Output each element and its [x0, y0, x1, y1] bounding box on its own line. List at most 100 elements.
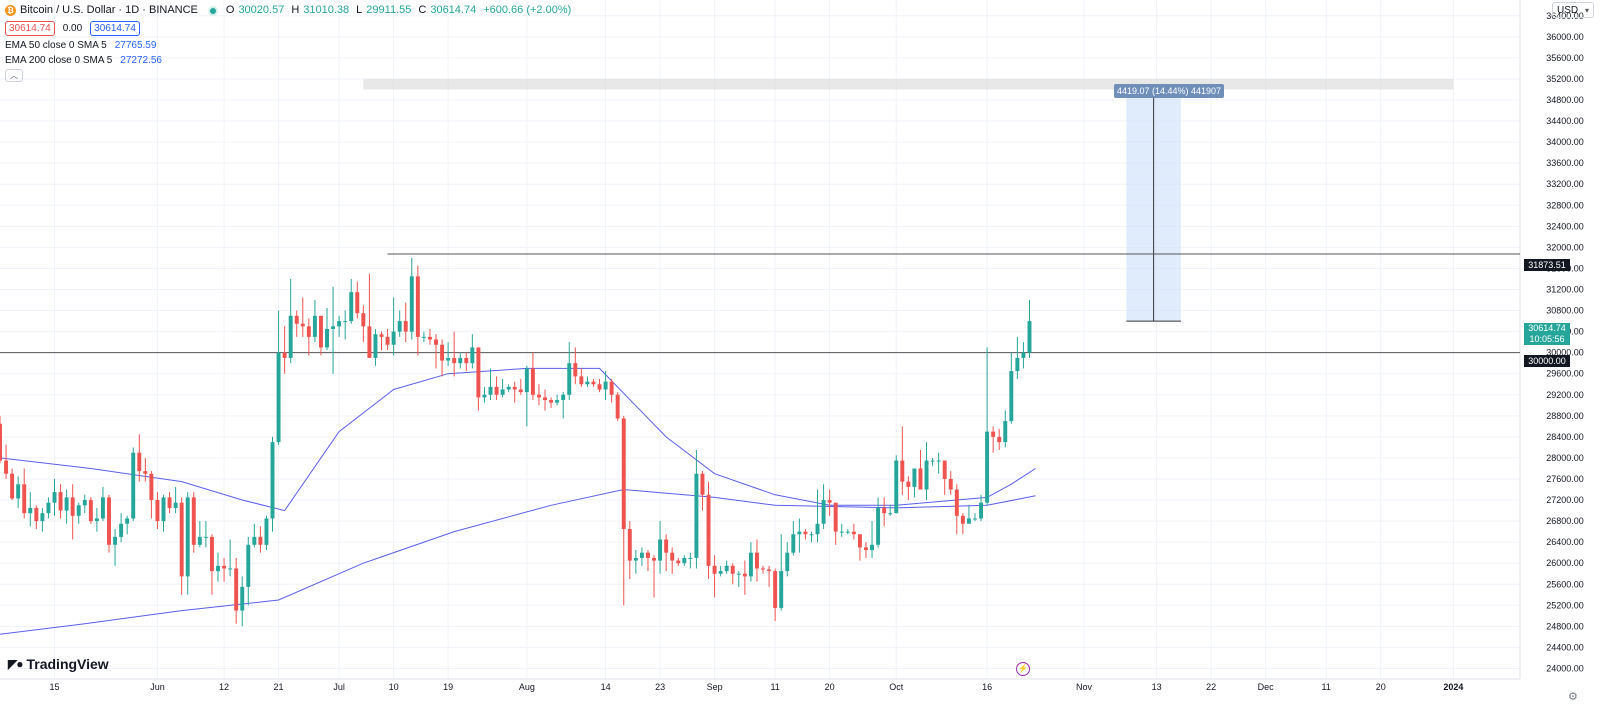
candle-body	[633, 557, 638, 561]
candle-body	[234, 568, 239, 611]
candle-body	[4, 460, 9, 474]
candle-body	[742, 573, 747, 577]
candle-body	[270, 442, 275, 519]
y-tick-label: 25200.00	[1546, 600, 1584, 610]
candle-body	[306, 326, 311, 337]
x-tick-label: Nov	[1076, 682, 1093, 692]
candle-body	[767, 569, 772, 572]
candle-body	[361, 313, 366, 327]
candle-body	[670, 552, 675, 561]
x-tick-label: 14	[601, 682, 611, 692]
indicator-label: EMA 200 close 0 SMA 5	[5, 55, 113, 66]
chevron-up-icon[interactable]: ︿	[5, 69, 23, 82]
candle-body	[954, 489, 959, 516]
spread-value: 0.00	[62, 23, 83, 34]
candle-body	[639, 552, 644, 558]
candle-body	[549, 400, 554, 403]
candle-body	[524, 368, 529, 393]
candle-body	[888, 513, 893, 515]
candle-body	[730, 565, 735, 574]
bitcoin-icon: ₿	[5, 5, 16, 16]
candle-body	[918, 468, 923, 490]
candle-body	[579, 376, 584, 385]
candle-body	[809, 534, 814, 536]
candle-body	[573, 363, 578, 377]
candle-body	[585, 381, 590, 385]
candle-body	[724, 565, 729, 572]
close-value: 30614.74	[430, 4, 477, 16]
buy-price-button[interactable]: 30614.74	[90, 21, 140, 36]
symbol-title[interactable]: Bitcoin / U.S. Dollar · 1D · BINANCE	[20, 4, 198, 16]
candle-body	[506, 386, 511, 390]
y-tick-label: 30800.00	[1546, 306, 1584, 316]
candle-body	[755, 552, 759, 569]
high-value: 31010.38	[303, 4, 350, 16]
y-tick-label: 35200.00	[1546, 74, 1584, 84]
y-tick-label: 26800.00	[1546, 516, 1584, 526]
indicator-ema200[interactable]: EMA 200 close 0 SMA 5 27272.56	[5, 53, 571, 68]
candle-body	[851, 531, 856, 535]
x-tick-label: Aug	[519, 682, 535, 692]
candle-body	[906, 481, 911, 487]
candle-body	[864, 547, 868, 551]
indicator-ema50[interactable]: EMA 50 close 0 SMA 5 27765.59	[5, 38, 571, 53]
measure-label[interactable]: 4419.07 (14.44%) 441907	[1114, 84, 1224, 98]
candle-body	[167, 497, 172, 508]
candle-body	[16, 484, 21, 499]
candle-body	[294, 315, 299, 324]
candle-body	[458, 357, 463, 364]
y-tick-label: 33600.00	[1546, 158, 1584, 168]
candle-body	[561, 394, 566, 401]
candle-body	[646, 552, 650, 558]
sell-price-button[interactable]: 30614.74	[5, 21, 55, 36]
tradingview-logo-icon: ◤●	[8, 657, 24, 671]
y-tick-label: 28000.00	[1546, 453, 1584, 463]
x-tick-label: 22	[1206, 682, 1216, 692]
candle-body	[246, 544, 251, 587]
candle-body	[658, 539, 663, 561]
candle-body	[682, 557, 687, 564]
candle-body	[82, 500, 87, 506]
candle-body	[948, 478, 953, 490]
currency-selector[interactable]: USD ▾	[1552, 2, 1594, 18]
y-tick-label: 24000.00	[1546, 663, 1584, 673]
candle-body	[446, 357, 451, 361]
candle-body	[912, 468, 917, 487]
candle-body	[52, 492, 57, 503]
candle-body	[355, 292, 360, 314]
x-tick-label: 10	[389, 682, 399, 692]
candle-body	[143, 471, 148, 474]
y-tick-label: 25600.00	[1546, 579, 1584, 589]
x-tick-label: Oct	[889, 682, 904, 692]
candle-body	[785, 552, 790, 572]
lightning-icon[interactable]: ⚡	[1016, 662, 1030, 676]
candle-body	[76, 505, 81, 516]
candle-body	[415, 276, 420, 337]
close-label: C	[418, 4, 427, 16]
candle-body	[131, 452, 136, 519]
candle-body	[664, 539, 669, 553]
candle-body	[216, 565, 220, 572]
candle-body	[300, 323, 305, 327]
candle-body	[203, 536, 208, 538]
candle-body	[197, 536, 202, 545]
x-tick-label: 11	[770, 682, 779, 692]
candle-body	[966, 518, 971, 524]
y-tick-label: 36000.00	[1546, 32, 1584, 42]
candle-body	[488, 386, 493, 395]
candle-body	[791, 534, 796, 553]
tradingview-logo[interactable]: ◤● TradingView	[8, 656, 109, 672]
candle-body	[119, 523, 124, 537]
candle-body	[688, 557, 693, 559]
candle-body	[942, 460, 947, 479]
candle-body	[894, 460, 899, 514]
candle-body	[694, 473, 699, 558]
countdown-timer: 10:05:56	[1529, 334, 1565, 344]
candle-body	[367, 326, 372, 358]
y-tick-label: 35600.00	[1546, 53, 1584, 63]
candle-body	[373, 334, 378, 358]
candle-body	[343, 321, 348, 323]
chevron-down-icon: ▾	[1584, 6, 1589, 15]
gear-icon[interactable]: ⚙	[1568, 691, 1578, 703]
